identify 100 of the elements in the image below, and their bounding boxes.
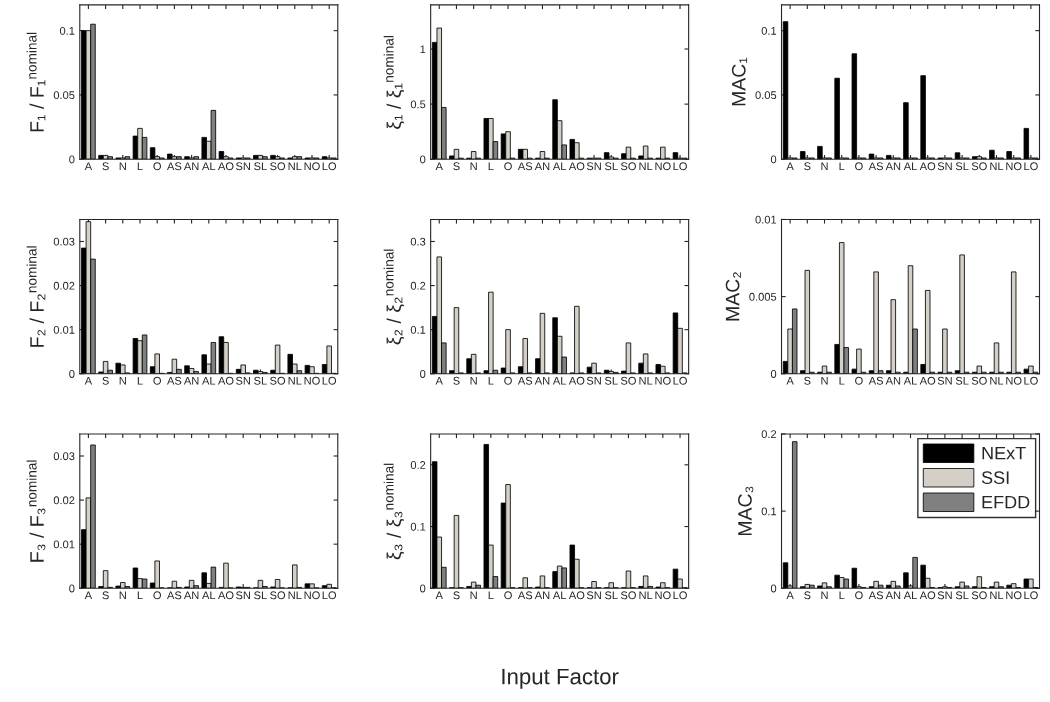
x-tick-label: AS xyxy=(167,162,182,171)
x-tick-label: AL xyxy=(202,162,216,171)
x-tick-label: LO xyxy=(673,376,687,385)
y-axis-title: ξ₁ / ξ₁$^{nominal}$ xyxy=(383,36,405,129)
y-tick-label: 0.3 xyxy=(410,237,426,246)
y-tick-label: 0 xyxy=(69,584,75,593)
y-tick-label: 0 xyxy=(770,584,777,593)
x-tick-label: AL xyxy=(552,162,567,171)
x-tick-label: AL xyxy=(552,591,567,600)
x-tick-label: AN xyxy=(183,376,199,385)
y-tick-label: 0.2 xyxy=(410,461,426,469)
x-tick-label: N xyxy=(821,162,828,171)
x-tick-label: SL xyxy=(254,162,267,171)
x-tick-label: L xyxy=(137,162,143,171)
x-tick-label: SO xyxy=(270,376,286,385)
x-tick-label: AO xyxy=(217,591,234,600)
x-tick-label: SO xyxy=(971,376,987,385)
x-tick-label: N xyxy=(470,376,477,385)
x-tick-label: L xyxy=(839,376,845,385)
y-tick-label: 0.1 xyxy=(410,522,426,531)
x-tick-label: NL xyxy=(639,591,653,600)
x-tick-label: L xyxy=(137,591,143,600)
legend-label: EFDD xyxy=(982,495,1030,509)
x-tick-label: AS xyxy=(517,376,533,385)
x-tick-label: AO xyxy=(568,376,585,385)
x-tick-label: NO xyxy=(304,162,320,171)
x-tick-label: S xyxy=(453,162,460,171)
x-tick-label: A xyxy=(435,376,443,385)
y-tick-label: 0.2 xyxy=(410,281,426,290)
x-tick-label: SO xyxy=(971,162,987,171)
y-tick-label: 0.05 xyxy=(53,91,75,100)
x-tick-label: LO xyxy=(1024,376,1038,385)
y-tick-label: 0.005 xyxy=(749,292,777,301)
x-axis-title: Input Factor xyxy=(502,668,619,689)
x-tick-label: AS xyxy=(868,376,884,385)
y-axis-title: MAC₃ xyxy=(738,486,754,536)
x-tick-label: SO xyxy=(270,591,286,600)
x-tick-label: AO xyxy=(217,376,234,385)
x-tick-label: AN xyxy=(534,591,550,600)
x-tick-label: NL xyxy=(990,376,1004,385)
y-tick-label: 0.05 xyxy=(755,91,777,100)
x-tick-label: NO xyxy=(304,591,320,600)
x-tick-label: A xyxy=(435,162,443,171)
x-tick-label: LO xyxy=(322,376,337,385)
x-tick-label: O xyxy=(504,162,512,171)
x-tick-label: O xyxy=(855,162,863,171)
x-tick-label: SL xyxy=(955,162,969,171)
x-tick-label: N xyxy=(119,591,126,600)
x-tick-label: SO xyxy=(270,162,286,171)
x-tick-label: AO xyxy=(217,162,234,171)
x-tick-label: AN xyxy=(534,376,550,385)
x-tick-label: SN xyxy=(235,376,250,385)
x-tick-label: O xyxy=(504,376,512,385)
x-tick-label: NL xyxy=(990,591,1004,600)
x-tick-label: SN xyxy=(937,376,952,385)
y-tick-label: 0 xyxy=(420,155,426,164)
x-tick-label: N xyxy=(119,162,126,171)
y-tick-label: 0 xyxy=(770,370,777,378)
x-tick-label: S xyxy=(453,591,460,600)
x-tick-label: NO xyxy=(1006,162,1022,171)
x-tick-label: SO xyxy=(971,591,987,600)
x-tick-label: NL xyxy=(288,162,302,171)
x-tick-label: AO xyxy=(568,591,585,600)
y-axis-title: ξ₃ / ξ₃$^{nominal}$ xyxy=(383,463,405,560)
x-tick-label: NO xyxy=(304,376,320,385)
x-tick-label: SN xyxy=(937,162,952,171)
x-tick-label: SN xyxy=(586,162,601,171)
x-tick-label: AO xyxy=(919,162,936,171)
x-tick-label: NO xyxy=(655,162,671,171)
y-tick-label: 0 xyxy=(69,370,75,378)
x-tick-label: NO xyxy=(655,591,671,600)
x-tick-label: SN xyxy=(586,591,601,600)
x-tick-label: AL xyxy=(202,376,216,385)
y-tick-label: 1 xyxy=(420,45,426,54)
x-tick-label: SL xyxy=(254,591,267,600)
y-tick-label: 0 xyxy=(69,155,75,164)
legend-label: NExT xyxy=(982,446,1026,460)
x-tick-label: NL xyxy=(288,376,302,385)
x-tick-label: O xyxy=(153,162,161,171)
y-tick-label: 0.03 xyxy=(53,237,75,246)
x-tick-label: AS xyxy=(868,591,884,600)
x-tick-label: O xyxy=(504,591,512,600)
x-tick-label: NL xyxy=(288,591,302,600)
y-tick-label: 0.5 xyxy=(410,100,426,109)
y-tick-label: 0.03 xyxy=(53,452,75,461)
y-tick-label: 0 xyxy=(420,584,426,593)
x-tick-label: SL xyxy=(604,591,618,600)
x-tick-label: AS xyxy=(868,162,884,171)
x-tick-label: N xyxy=(470,162,477,171)
x-tick-label: NO xyxy=(1006,376,1022,385)
x-tick-label: L xyxy=(137,376,143,385)
y-axis-title: ξ₂ / ξ₂$^{nominal}$ xyxy=(383,249,405,345)
x-tick-label: SL xyxy=(604,162,618,171)
legend-label: SSI xyxy=(981,471,1009,485)
x-tick-label: A xyxy=(84,162,93,171)
x-tick-label: LO xyxy=(322,591,337,600)
x-tick-label: AS xyxy=(517,591,533,600)
y-tick-label: 0.1 xyxy=(761,26,777,35)
x-tick-label: N xyxy=(821,591,828,600)
y-tick-label: 0.01 xyxy=(755,215,777,224)
